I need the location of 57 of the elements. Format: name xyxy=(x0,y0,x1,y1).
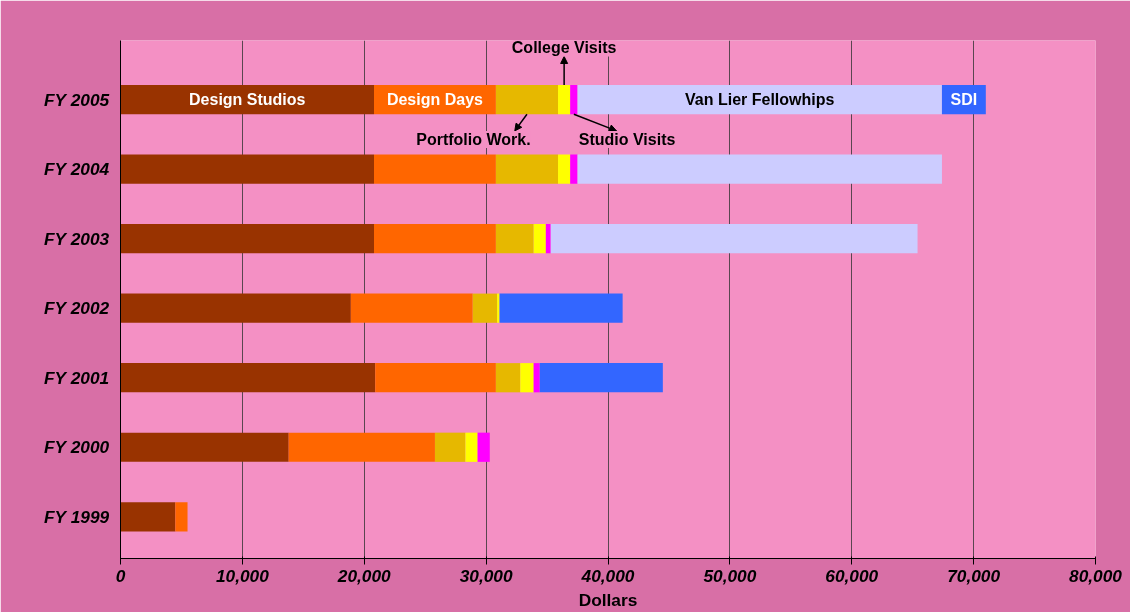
bar xyxy=(497,293,500,323)
y-tick-label: FY 2000 xyxy=(43,437,110,458)
bar xyxy=(495,85,559,115)
x-tick-label: 30,000 xyxy=(459,565,513,586)
bar xyxy=(495,363,521,393)
bar xyxy=(374,224,496,254)
y-tick-label: FY 1999 xyxy=(43,506,110,527)
bar xyxy=(120,432,289,462)
x-tick-label: 0 xyxy=(115,565,126,586)
x-tick-label: 40,000 xyxy=(580,565,635,586)
bar xyxy=(520,363,534,393)
bar xyxy=(350,293,473,323)
series-label: Studio Visits xyxy=(578,130,676,148)
bar xyxy=(558,85,571,115)
bar xyxy=(120,154,374,184)
bar xyxy=(558,154,571,184)
bar xyxy=(175,502,188,532)
bar xyxy=(375,363,496,393)
bar xyxy=(545,224,551,254)
x-tick-label: 10,000 xyxy=(215,565,270,586)
bar xyxy=(465,432,478,462)
bar xyxy=(495,224,534,254)
text: College Visits xyxy=(511,39,617,57)
bar xyxy=(533,363,540,393)
series-label: Design Days xyxy=(386,91,484,109)
bar xyxy=(499,293,623,323)
x-tick-label: 20,000 xyxy=(336,565,392,586)
y-tick-label: FY 2004 xyxy=(43,159,110,180)
bar xyxy=(374,154,496,184)
bar xyxy=(533,224,546,254)
bar xyxy=(477,432,490,462)
y-tick-label: FY 2001 xyxy=(43,367,110,388)
series-label: Van Lier Fellowhips xyxy=(685,91,835,109)
bar xyxy=(434,432,466,462)
bar xyxy=(550,224,918,254)
y-tick-label: FY 2002 xyxy=(43,298,110,319)
x-tick-label: 60,000 xyxy=(825,565,879,586)
bar xyxy=(570,85,578,115)
bar xyxy=(472,293,498,323)
x-tick-label: 50,000 xyxy=(703,565,757,586)
y-tick-label: FY 2005 xyxy=(43,89,110,110)
bar xyxy=(539,363,663,393)
bar xyxy=(577,154,942,184)
bar xyxy=(120,224,374,254)
bar xyxy=(288,432,435,462)
bar xyxy=(495,154,559,184)
bar xyxy=(120,293,351,323)
y-tick-label: FY 2003 xyxy=(43,228,110,249)
x-tick-label: 80,000 xyxy=(1069,565,1123,586)
bar xyxy=(120,502,176,532)
series-label: SDI xyxy=(950,91,978,109)
x-axis-title: Dollars xyxy=(578,589,638,610)
bar xyxy=(570,154,578,184)
series-label: Design Studios xyxy=(189,91,306,109)
series-label: Portfolio Work. xyxy=(416,130,531,148)
x-tick-label: 70,000 xyxy=(947,565,1001,586)
bar xyxy=(120,363,376,393)
